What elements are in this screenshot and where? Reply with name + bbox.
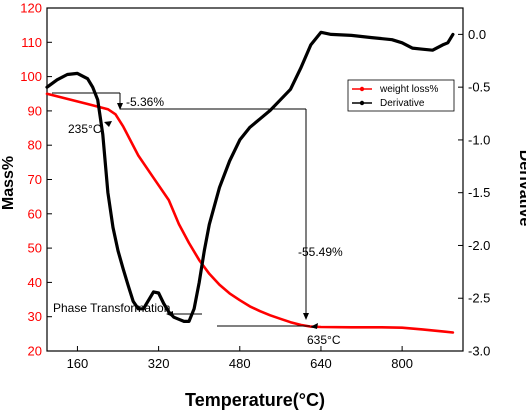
left-axis-title: Mass%: [0, 156, 17, 210]
annotation-mass-loss-1: -5.36%: [126, 95, 164, 109]
left-tick-label: 30: [28, 309, 42, 324]
annotation-temp-235: 235°C: [68, 122, 102, 136]
legend-label-weight: weight loss%: [379, 84, 438, 95]
annotation-arrowheads: [104, 103, 318, 329]
right-tick-label: -1.5: [468, 185, 490, 200]
x-tick-label: 160: [67, 356, 89, 371]
right-tick-label: -0.5: [468, 80, 490, 95]
legend-box: [347, 79, 455, 112]
legend-marker-weight: [359, 86, 365, 92]
left-tick-label: 70: [28, 172, 42, 187]
left-tick-label: 110: [21, 35, 42, 50]
x-tick-label: 480: [229, 356, 251, 371]
left-tick-label: 50: [28, 241, 42, 256]
right-tick-label: -1.0: [468, 132, 490, 147]
x-tick-label: 320: [148, 356, 170, 371]
right-axis-ticks: -3.0 -2.5 -2.0 -1.5 -1.0 -0.5 0.0: [458, 27, 490, 359]
left-tick-label: 120: [20, 1, 42, 16]
series-layer: [45, 30, 455, 334]
right-tick-label: -3.0: [468, 344, 490, 359]
right-tick-label: -2.0: [468, 238, 490, 253]
x-tick-label: 640: [310, 356, 332, 371]
annotation-temp-635: 635°C: [307, 333, 341, 347]
right-axis-title: Derivative: [516, 150, 526, 227]
x-axis-ticks: 160 320 480 640 800: [67, 346, 413, 371]
legend-label-derivative: Derivative: [380, 98, 425, 109]
right-tick-label: -2.5: [468, 291, 490, 306]
left-axis-ticks: 20 30 40 50 60 70 80 90 100 110 120: [20, 1, 52, 359]
left-tick-label: 90: [28, 103, 42, 118]
annotation-mass-loss-2: -55.49%: [298, 245, 343, 259]
x-axis-title: Temperature(°C): [185, 390, 325, 410]
left-tick-label: 20: [28, 344, 42, 359]
annotation-phase-transformation: Phase Transformation: [53, 301, 170, 315]
legend-marker-derivative: [359, 100, 365, 106]
left-tick-label: 40: [28, 275, 42, 290]
series-line-weight-loss: [45, 92, 455, 334]
left-tick-label: 100: [20, 69, 42, 84]
x-tick-label: 800: [391, 356, 413, 371]
series-line-derivative: [45, 30, 455, 323]
annotation-lines: [52, 92, 310, 327]
left-tick-label: 80: [28, 138, 42, 153]
legend: weight loss% Derivative: [347, 79, 455, 112]
right-tick-label: 0.0: [468, 27, 486, 42]
plot-frame: [46, 7, 464, 352]
left-tick-label: 60: [28, 206, 42, 221]
